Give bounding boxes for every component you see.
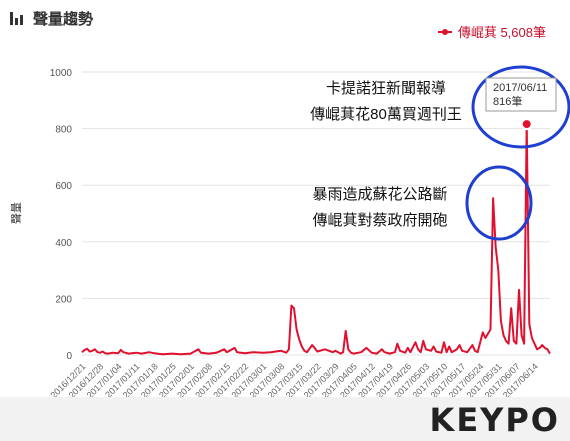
y-tick-label: 400 [55, 238, 72, 249]
y-tick-label: 200 [55, 294, 72, 305]
keypo-logo: KEYPO [429, 401, 560, 439]
tooltip-value: 816筆 [493, 94, 522, 108]
y-axis-ticks: 0 200 400 600 800 1000 [50, 68, 73, 362]
series-layer [81, 118, 551, 356]
annotation-2-line-1: 暴雨造成蘇花公路斷 [312, 186, 447, 203]
x-axis-ticks: 2016/12/212016/12/282017/01/042017/01/11… [48, 361, 539, 400]
tooltip-box [485, 77, 557, 112]
legend-item[interactable]: 傳崐萁 5,608筆 [437, 22, 546, 41]
peak-point[interactable] [520, 118, 533, 131]
annotation-2-line-2: 傳崐萁對蔡政府開砲 [312, 212, 447, 229]
y-tick-label: 800 [55, 125, 72, 136]
bar-chart-icon [10, 11, 25, 25]
annotation-1-line-2: 傳崐萁花80萬買週刊王 [310, 106, 462, 123]
y-axis-label: 聲量 [9, 202, 23, 224]
y-tick-label: 600 [55, 181, 72, 192]
chart-title: 聲量趨勢 [33, 10, 94, 28]
y-tick-label: 0 [66, 351, 72, 362]
chart-header: 聲量趨勢 [10, 6, 93, 30]
legend-marker-icon [437, 27, 452, 37]
highlight-circle-peak-1 [471, 65, 570, 149]
series-line [81, 123, 551, 356]
annotation-2: 暴雨造成蘇花公路斷 傳崐萁對蔡政府開砲 [312, 186, 447, 229]
annotation-1: 卡提諾狂新聞報導 傳崐萁花80萬買週刊王 [310, 80, 462, 123]
tooltip: 2017/06/11 816筆 [485, 77, 557, 112]
annotation-1-line-1: 卡提諾狂新聞報導 [326, 80, 446, 97]
tooltip-date: 2017/06/11 [493, 82, 547, 94]
highlight-circle-peak-2 [465, 165, 533, 241]
y-tick-label: 1000 [50, 68, 73, 79]
footer-band [0, 397, 570, 441]
legend-label: 傳崐萁 5,608筆 [457, 25, 546, 40]
